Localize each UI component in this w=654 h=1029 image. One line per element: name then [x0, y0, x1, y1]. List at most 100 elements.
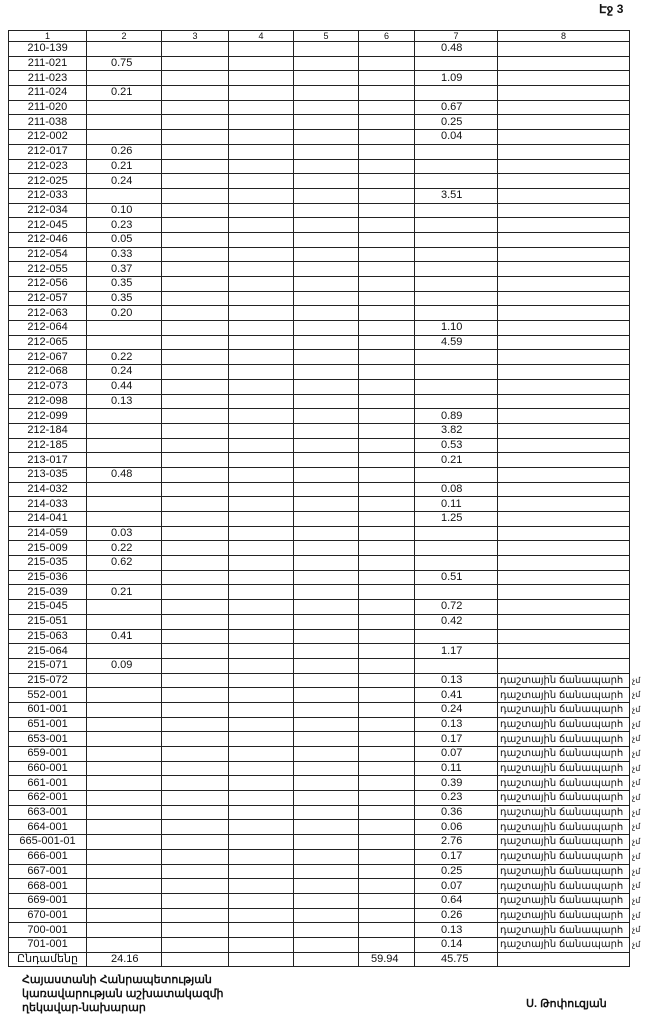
cell-col-7: 0.13 — [414, 716, 498, 733]
cell-col-7: 0.39 — [414, 775, 498, 792]
cell-col-1: 212-099 — [8, 408, 87, 424]
cell-col-8 — [497, 276, 630, 292]
cell-col-7: 0.25 — [414, 114, 498, 131]
cell-col-8: դաշտային ճանապարհ չմ — [497, 672, 640, 689]
cell-col-2: 0.20 — [86, 305, 162, 322]
cell-col-5 — [293, 613, 359, 630]
cell-text: 0.06 — [441, 820, 463, 833]
cell-col-1: 211-023 — [8, 70, 87, 87]
cell-col-4 — [228, 334, 294, 351]
cell-col-2: 0.13 — [86, 393, 162, 410]
cell-text: 212-023 — [27, 159, 68, 172]
cell-col-7: 3.82 — [414, 422, 498, 439]
cell-col-8 — [497, 584, 630, 601]
cell-text: 215-036 — [27, 571, 68, 584]
cell-text: 0.13 — [441, 673, 463, 686]
cell-col-1: 212-065 — [8, 334, 87, 351]
cell-text: 0.11 — [441, 762, 462, 775]
cell-text: 0.17 — [441, 732, 463, 745]
cell-col-3 — [161, 349, 229, 366]
cell-col-8: դաշտային ճանապարհ չմ — [497, 790, 640, 806]
cell-text: 662-001 — [27, 791, 68, 804]
cell-col-5 — [293, 70, 359, 87]
cell-col-4 — [228, 672, 294, 689]
cell-text: 0.21 — [111, 86, 133, 99]
cell-col-2 — [86, 892, 162, 909]
cell-text: 212-002 — [27, 130, 68, 143]
cell-col-8: դաշտային ճանապարհ չմ — [497, 936, 640, 953]
cell-col-6 — [358, 217, 415, 233]
cell-col-6 — [358, 408, 415, 424]
cell-col-7: 0.13 — [414, 672, 498, 689]
cell-col-7: 0.41 — [414, 687, 498, 703]
table-row: 653-001 0.17 դաշտային ճանապարհ չմ — [8, 731, 640, 747]
cell-col-1: 701-001 — [8, 936, 87, 953]
cell-text: 214-059 — [27, 527, 68, 540]
cell-col-2 — [86, 41, 162, 57]
cell-text: դաշտային ճանապարհ — [500, 763, 624, 775]
table-row: 212-045 0.23 — [8, 217, 630, 233]
table-row: 552-001 0.41 դաշտային ճանապարհ չմ — [8, 687, 640, 703]
cell-col-4 — [228, 70, 294, 87]
cell-col-1: 214-032 — [8, 481, 87, 498]
cell-overflow-text: չմ — [632, 866, 641, 876]
cell-text: 0.21 — [111, 159, 133, 172]
cell-col-1: 215-045 — [8, 599, 87, 615]
cell-text: դաշտային ճանապարհ — [500, 807, 624, 819]
cell-col-2: 0.48 — [86, 466, 162, 483]
cell-col-8 — [497, 143, 630, 160]
cell-col-4 — [228, 496, 294, 512]
cell-col-2: 0.10 — [86, 202, 162, 219]
cell-overflow-text: չմ — [632, 749, 641, 758]
cell-col-4 — [228, 760, 294, 777]
cell-col-8: դաշտային ճանապարհ չմ — [497, 834, 640, 850]
cell-col-6 — [358, 701, 415, 718]
cell-col-8: դաշտային ճանապարհ չմ — [497, 746, 640, 762]
cell-overflow-text: չմ — [632, 704, 641, 714]
cell-col-1: 664-001 — [8, 819, 87, 836]
cell-text: 24.16 — [111, 952, 139, 965]
cell-col-3 — [161, 804, 229, 821]
cell-col-7: 0.04 — [414, 129, 498, 145]
cell-col-5 — [293, 643, 359, 659]
cell-col-1: 212-073 — [8, 378, 87, 395]
table-row: 212-033 3.51 — [8, 187, 630, 204]
cell-col-4 — [228, 202, 294, 219]
cell-text: 552-001 — [27, 688, 68, 701]
cell-col-1: 212-185 — [8, 437, 87, 454]
cell-col-2 — [86, 922, 162, 938]
cell-text: 214-032 — [27, 482, 68, 495]
cell-col-6 — [358, 187, 415, 204]
cell-col-4 — [228, 628, 294, 645]
table-row: 212-057 0.35 — [8, 290, 630, 307]
cell-col-3 — [161, 775, 229, 792]
cell-col-2 — [86, 804, 162, 821]
cell-col-5 — [293, 55, 359, 72]
cell-col-1: 212-033 — [8, 187, 87, 204]
cell-col-8 — [497, 261, 630, 277]
table-row: 214-041 1.25 — [8, 511, 630, 527]
cell-text: Ընդամենը — [17, 952, 78, 965]
cell-col-3 — [161, 555, 229, 571]
table-row: 211-020 0.67 — [8, 99, 630, 116]
cell-col-8 — [497, 246, 630, 263]
cell-col-8 — [497, 496, 630, 512]
cell-col-3 — [161, 701, 229, 718]
cell-col-8 — [497, 364, 630, 380]
table-row: 659-001 0.07 դաշտային ճանապարհ չմ — [8, 746, 640, 762]
cell-col-1: 215-072 — [8, 672, 87, 689]
position-line: ղեկավար-նախարար — [22, 1002, 146, 1014]
cell-col-5 — [293, 540, 359, 557]
cell-col-3 — [161, 246, 229, 263]
cell-col-8: դաշտային ճանապարհ չմ — [497, 892, 640, 909]
cell-text: 212-073 — [27, 380, 68, 393]
cell-text: 0.13 — [441, 717, 463, 730]
cell-col-6: 59.94 — [358, 951, 415, 968]
cell-col-6 — [358, 261, 415, 277]
cell-overflow-text: չմ — [632, 837, 641, 847]
cell-col-3 — [161, 525, 229, 542]
table-row: 212-099 0.89 — [8, 408, 630, 424]
cell-text: 0.24 — [111, 365, 133, 378]
cell-col-6 — [358, 246, 415, 263]
cell-col-5 — [293, 951, 359, 968]
